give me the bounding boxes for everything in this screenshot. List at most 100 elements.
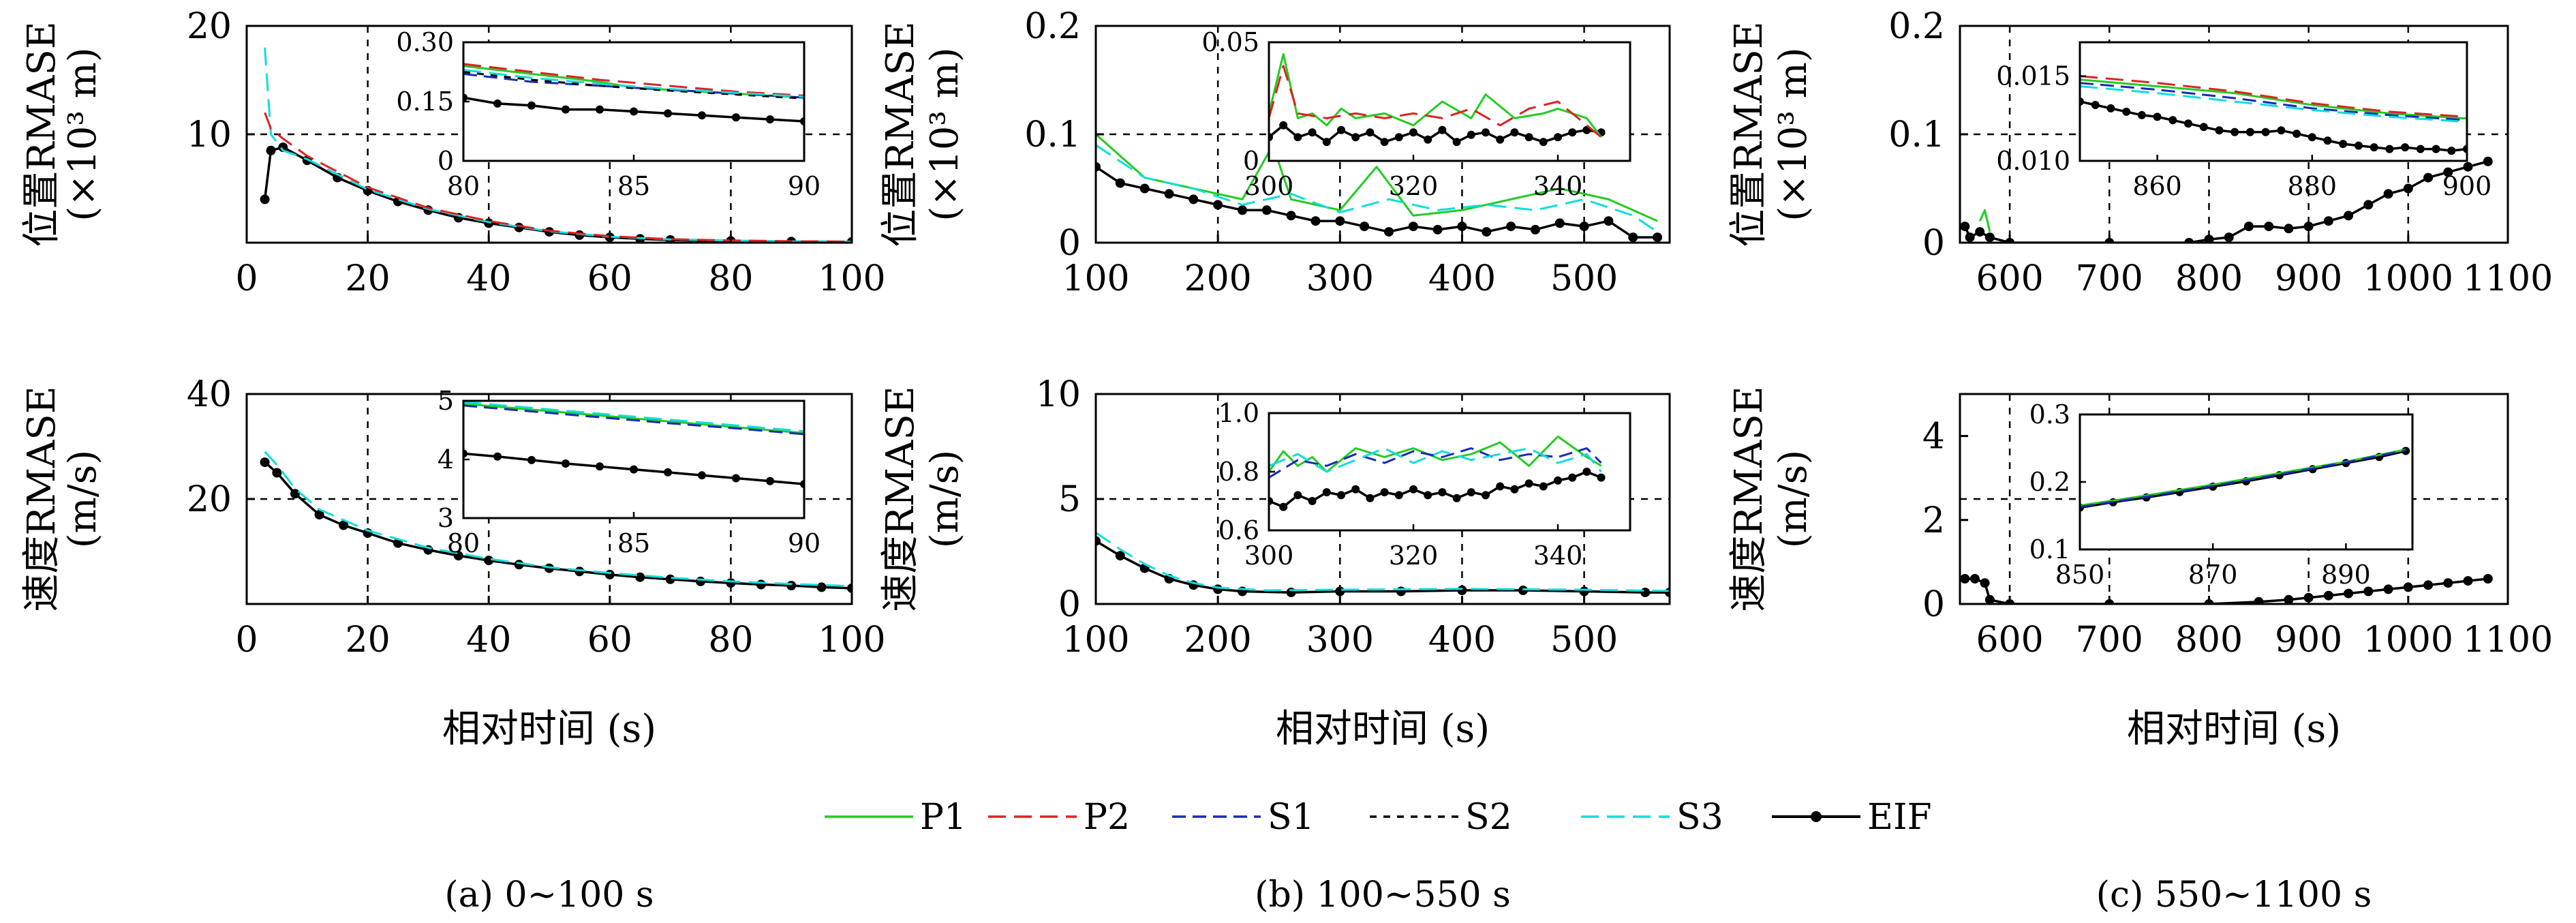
eif-marker <box>1335 216 1345 226</box>
inset-b-vel: 300 320 340 0.6 0.8 1.0 <box>1218 398 1631 571</box>
series-line-p1 <box>463 402 804 434</box>
series-line-p1 <box>1978 209 1991 232</box>
eif-marker <box>1394 133 1403 142</box>
pos-ylabel-main: 位置RMASE <box>878 21 923 247</box>
eif-marker <box>1554 133 1562 142</box>
eif-marker <box>1096 162 1101 172</box>
series-line-s1 <box>2080 82 2467 121</box>
y-tick-label: 20 <box>187 6 232 47</box>
eif-marker <box>260 457 270 468</box>
eif-marker <box>527 455 536 464</box>
inset-x-tick-label: 860 <box>2132 171 2182 201</box>
panel-caption: (c) 550~1100 s <box>2096 875 2372 916</box>
eif-marker <box>2243 222 2254 232</box>
eif-marker <box>2344 588 2354 599</box>
inset-y-tick-label: 0.6 <box>1218 515 1259 545</box>
eif-marker <box>1524 133 1533 142</box>
eif-marker <box>1482 491 1490 500</box>
eif-marker <box>1335 586 1345 596</box>
inset-y-tick-label: 0 <box>438 146 454 176</box>
eif-marker <box>266 145 276 155</box>
series-line-s1 <box>463 72 804 99</box>
eif-marker <box>2463 162 2473 172</box>
inset-y-tick-label: 0 <box>1243 146 1259 176</box>
inset-a-vel: 80 85 90 3 4 5 <box>438 386 821 558</box>
inset-x-tick-label: 300 <box>1244 171 1294 201</box>
eif-marker <box>2483 156 2493 166</box>
plot-frame <box>1959 393 2509 605</box>
eif-marker <box>604 569 615 579</box>
eif-marker <box>596 462 604 471</box>
eif-marker <box>766 476 774 485</box>
eif-marker <box>1604 216 1614 226</box>
eif-marker <box>2463 576 2473 586</box>
eif-marker <box>1969 574 1980 584</box>
eif-marker <box>2230 127 2239 136</box>
eif-marker <box>2254 596 2264 604</box>
x-tick-label: 900 <box>2275 258 2342 299</box>
y-tick-label: 0.2 <box>1888 6 1945 47</box>
eif-marker <box>1424 491 1432 500</box>
eif-marker <box>527 101 536 110</box>
legend-label-p1: P1 <box>920 797 966 838</box>
eif-marker <box>2363 200 2374 210</box>
inset-x-tick-label: 90 <box>788 171 821 201</box>
y-tick-label: 0 <box>1922 223 1945 264</box>
inset-y-tick-label: 4 <box>438 444 454 474</box>
series-line-p2 <box>463 63 804 97</box>
eif-marker <box>1554 218 1565 228</box>
x-tick-label: 1100 <box>2463 620 2553 661</box>
eif-marker <box>1409 128 1417 137</box>
eif-marker <box>1396 586 1406 596</box>
eif-marker <box>2483 574 2493 584</box>
eif-marker <box>1115 551 1125 561</box>
y-tick-label: 40 <box>187 374 232 415</box>
eif-marker <box>1568 128 1577 137</box>
eif-marker <box>698 471 706 480</box>
series-line-s3 <box>1096 532 1670 592</box>
eif-marker <box>1984 232 1995 243</box>
panel-a-vel: 0 20 40 60 80 100 20 40 80 85 90 3 4 5 <box>187 374 886 661</box>
eif-marker <box>2137 110 2146 119</box>
legend-label-s1: S1 <box>1268 797 1315 838</box>
inset-y-tick-label: 0.015 <box>1996 61 2070 91</box>
eif-marker <box>2284 594 2294 604</box>
x-tick-label: 800 <box>2175 620 2243 661</box>
eif-marker <box>1984 594 1995 604</box>
eif-marker <box>696 576 705 586</box>
eif-marker <box>1653 232 1663 243</box>
eif-marker <box>2443 167 2453 177</box>
eif-marker <box>2168 116 2177 125</box>
series-line-p2 <box>2080 75 2467 118</box>
eif-marker <box>2264 222 2274 232</box>
x-axis-title: 相对时间 (s) <box>2127 707 2341 751</box>
eif-marker <box>1554 476 1562 485</box>
eif-marker <box>2363 586 2374 596</box>
legend-marker-eif <box>1811 811 1822 822</box>
inset-x-tick-label: 850 <box>2055 560 2105 590</box>
inset-background <box>1269 413 1630 530</box>
inset-x-tick-label: 880 <box>2288 171 2337 201</box>
inset-y-tick-label: 5 <box>438 386 454 416</box>
legend: P1 P2 S1 S2 S3 EIF <box>825 797 1932 838</box>
eif-marker <box>493 452 502 461</box>
eif-marker <box>1628 232 1638 243</box>
inset-x-tick-label: 890 <box>2321 560 2371 590</box>
inset-frame <box>1268 41 1631 162</box>
eif-marker <box>2344 211 2354 221</box>
x-tick-label: 1000 <box>2363 620 2453 661</box>
eif-marker <box>1424 135 1432 144</box>
inset-y-tick-label: 0.010 <box>1996 146 2070 176</box>
inset-y-tick-label: 0.1 <box>2029 534 2070 564</box>
eif-marker <box>1467 130 1475 139</box>
eif-marker <box>2370 143 2378 152</box>
eif-marker <box>2303 222 2314 232</box>
vel-ylabel-main: 速度RMASE <box>878 386 923 611</box>
inset-y-tick-label: 0.05 <box>1201 27 1259 57</box>
pos-ylabel-main: 位置RMASE <box>20 21 64 247</box>
eif-marker <box>1139 183 1150 194</box>
panel-b-vel: 100 200 300 400 500 0 5 10 300 320 340 0.6 0.8 1.0 <box>1036 374 1671 661</box>
legend-label-s2: S2 <box>1465 797 1512 838</box>
eif-marker <box>1960 574 1970 584</box>
y-tick-label: 0.1 <box>1888 115 1945 155</box>
